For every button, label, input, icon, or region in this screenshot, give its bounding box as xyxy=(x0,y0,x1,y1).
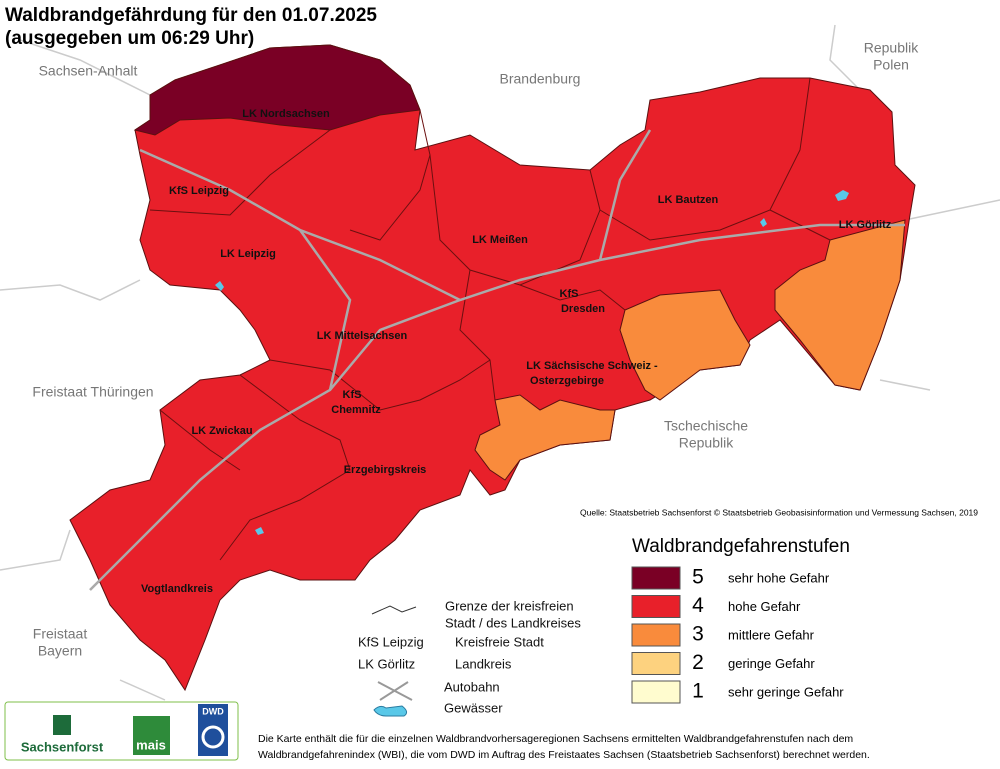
region-label: KfS Leipzig xyxy=(169,185,229,197)
region-label: LK Meißen xyxy=(472,234,528,246)
region-label: Vogtlandkreis xyxy=(141,583,213,595)
key-water-icon xyxy=(373,705,408,717)
region-label: Osterzgebirge xyxy=(530,375,604,387)
legend-swatch xyxy=(631,595,681,618)
region-label: LK Sächsische Schweiz - xyxy=(526,360,658,372)
level-3-area xyxy=(474,394,616,481)
title: Waldbrandgefährdung für den 01.07.2025 xyxy=(5,5,377,26)
logos: Sachsenforst mais DWD xyxy=(4,701,239,761)
legend-label: geringe Gefahr xyxy=(728,656,815,671)
legend-level: 2 xyxy=(692,651,704,674)
legend-level: 4 xyxy=(692,594,704,617)
logo-icon xyxy=(201,725,225,749)
legend-swatch xyxy=(631,623,681,647)
key-sample: LK Görlitz xyxy=(358,656,415,671)
region-label: LK Leipzig xyxy=(220,248,276,260)
key-label: Grenze der kreisfreien xyxy=(445,598,574,613)
key-label: Kreisfreie Stadt xyxy=(455,634,544,649)
legend-swatch xyxy=(631,680,681,704)
key-label: Landkreis xyxy=(455,656,512,671)
outer-borders xyxy=(0,24,1000,701)
logo-mais: mais xyxy=(136,737,166,752)
key-label: Autobahn xyxy=(444,679,500,694)
legend-level: 1 xyxy=(692,680,704,703)
key-label: Stadt / des Landkreises xyxy=(445,615,581,630)
neighbor-label: Bayern xyxy=(38,643,82,659)
level-3-area xyxy=(774,219,906,391)
footnote: Waldbrandgefahrenindex (WBI), die vom DW… xyxy=(258,749,870,761)
neighbor-label: Tschechische xyxy=(664,418,748,434)
legend-swatch xyxy=(631,652,681,675)
neighbor-label: Republik xyxy=(679,435,734,451)
neighbor-label: Polen xyxy=(873,57,909,73)
region-label: LK Bautzen xyxy=(658,194,719,206)
legend-level: 3 xyxy=(692,623,704,646)
region-label: LK Zwickau xyxy=(191,425,252,437)
legend-label: mittlere Gefahr xyxy=(728,627,815,642)
region-label: KfS xyxy=(343,389,362,401)
key-border-icon xyxy=(371,605,417,615)
region-label: LK Mittelsachsen xyxy=(317,330,408,342)
footnote: Die Karte enthält die für die einzelnen … xyxy=(258,733,853,745)
legend-label: sehr hohe Gefahr xyxy=(728,570,830,585)
legend: Waldbrandgefahrenstufen 5 sehr hohe Gefah… xyxy=(631,536,850,704)
legend-level: 5 xyxy=(692,566,704,589)
key-autobahn-icon xyxy=(377,681,413,701)
key-label: Gewässer xyxy=(444,700,503,715)
legend-label: hohe Gefahr xyxy=(728,599,801,614)
neighbor-label: Republik xyxy=(864,40,919,56)
region-label: LK Nordsachsen xyxy=(242,108,330,120)
logo-icon xyxy=(133,716,170,755)
logo-dwd: DWD xyxy=(202,706,224,716)
level-5-area xyxy=(133,44,421,136)
legend-swatch xyxy=(631,566,681,590)
logo-sachsenforst: Sachsenforst xyxy=(21,739,104,754)
source: Quelle: Staatsbetrieb Sachsenforst © Sta… xyxy=(580,507,978,517)
neighbor-label: Freistaat Thüringen xyxy=(32,384,153,400)
logo-icon xyxy=(53,715,71,735)
region-label: Chemnitz xyxy=(331,404,381,416)
neighbor-label: Brandenburg xyxy=(500,71,581,87)
subtitle: (ausgegeben um 06:29 Uhr) xyxy=(5,28,254,49)
saxony-map xyxy=(69,44,916,692)
map-key: Grenze der kreisfreien Stadt / des Landk… xyxy=(358,598,581,717)
key-sample: KfS Leipzig xyxy=(358,634,424,649)
region-label: LK Görlitz xyxy=(839,219,892,231)
region-label: Erzgebirgskreis xyxy=(344,464,427,476)
neighbor-label: Sachsen-Anhalt xyxy=(39,63,138,79)
level-3-area xyxy=(619,289,751,401)
legend-label: sehr geringe Gefahr xyxy=(728,684,844,699)
region-label: KfS xyxy=(560,288,579,300)
legend-title: Waldbrandgefahrenstufen xyxy=(632,536,850,557)
region-label: Dresden xyxy=(561,303,605,315)
neighbor-label: Freistaat xyxy=(33,626,88,642)
